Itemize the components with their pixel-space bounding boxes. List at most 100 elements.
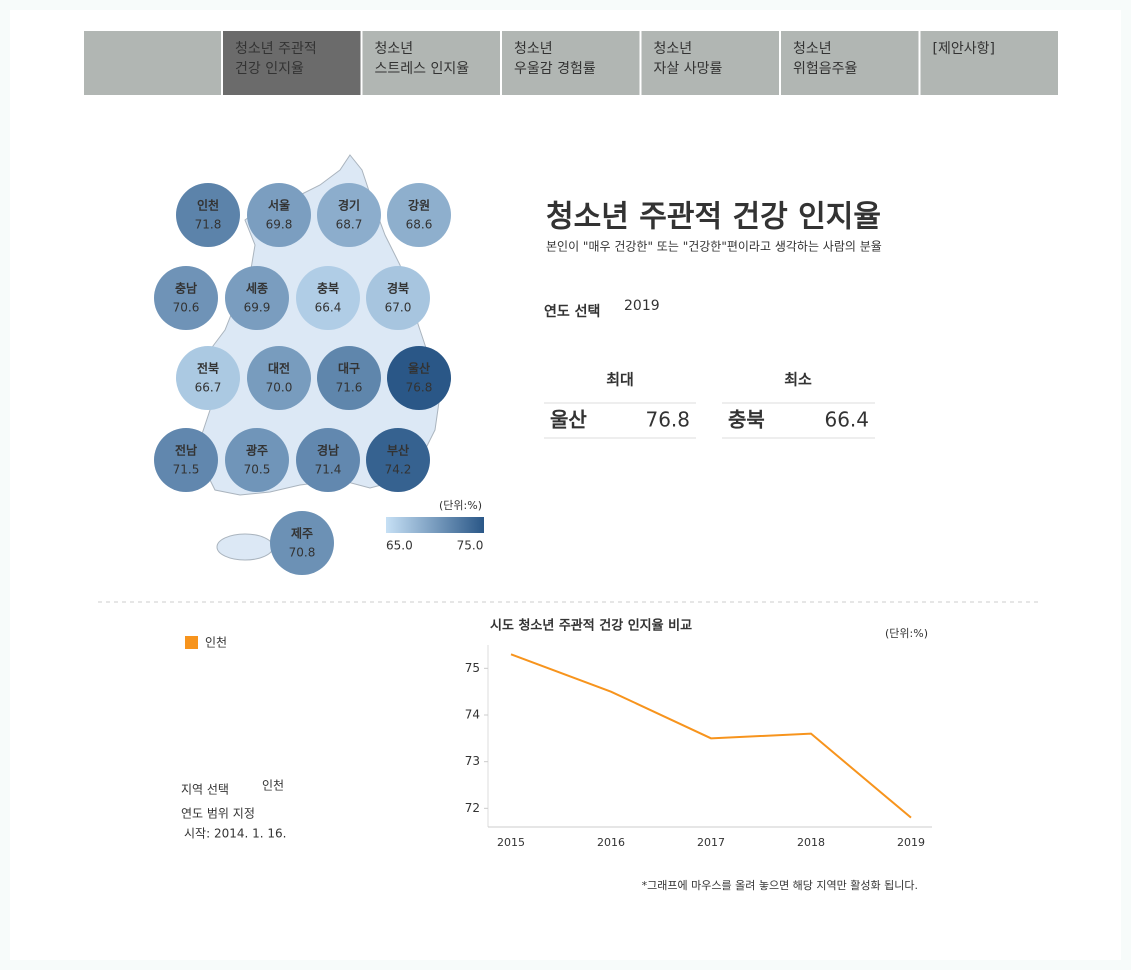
region-value: 69.9 [244,301,271,315]
region-bubble[interactable] [296,428,360,492]
nav-label: 우울감 경험률 [514,61,596,77]
nav-label: 자살 사망률 [654,61,723,77]
series-line [510,653,912,819]
region-bubble[interactable] [387,183,451,247]
region-bubble[interactable] [247,183,311,247]
region-value: 70.5 [244,463,271,477]
nav-label: [제안사항] [933,41,995,57]
region-name: 전북 [197,361,219,376]
region-value: 71.4 [315,463,342,477]
y-tick-label: 74 [465,708,480,722]
region-name: 경북 [387,282,409,296]
region-name: 강원 [408,199,430,213]
region-bubble[interactable] [247,346,311,410]
region-name: 서울 [268,198,290,213]
region-value: 67.0 [385,301,412,315]
region-value: 70.6 [173,301,200,315]
chart-note: *그래프에 마우스를 올려 놓으면 해당 지역만 활성화 됩니다. [642,878,918,892]
chart-unit: (단위:%) [885,627,928,640]
map-unit: (단위:%) [439,499,482,512]
region-bubble[interactable] [366,266,430,330]
nav-tab[interactable] [781,31,919,95]
region-name: 전남 [175,443,197,458]
region-name: 광주 [246,443,268,458]
scale-label: 75.0 [457,539,484,553]
region-bubble[interactable] [387,346,451,410]
nav-label: 청소년 [514,41,553,57]
region-value: 74.2 [385,463,412,477]
region-bubble[interactable] [154,266,218,330]
region-name: 부산 [387,443,409,458]
legend-swatch [185,636,198,649]
region-name: 인천 [197,198,219,213]
x-tick-label: 2017 [697,836,725,849]
nav-label: 청소년 [654,41,693,57]
region-bubble[interactable] [317,183,381,247]
region-bubble[interactable] [270,511,334,575]
year-value[interactable]: 2019 [624,298,660,314]
region-bubble[interactable] [225,428,289,492]
nav-tab[interactable] [502,31,640,95]
region-bubble[interactable] [366,428,430,492]
region-bubble[interactable] [154,428,218,492]
min-value: 66.4 [824,408,869,432]
region-value: 71.8 [195,218,222,232]
region-name: 세종 [246,281,268,296]
region-value: 70.8 [289,546,316,560]
scale-label: 65.0 [386,539,413,553]
x-tick-label: 2019 [897,836,925,849]
region-value: 66.4 [315,301,342,315]
nav-tab[interactable] [920,31,1059,95]
region-name: 경기 [338,198,360,213]
region-value: 70.0 [266,381,293,395]
region-name: 대구 [338,362,360,376]
max-region: 울산 [550,408,587,432]
color-scale [386,517,484,533]
range-start[interactable]: 시작: 2014. 1. 16. [184,827,286,841]
max-heading: 최대 [606,371,634,389]
nav-label: 청소년 [793,41,832,57]
region-value: 76.8 [406,381,433,395]
region-bubble[interactable] [296,266,360,330]
nav-label: 스트레스 인지율 [375,61,470,77]
region-name: 충북 [317,281,339,296]
region-bubble[interactable] [176,183,240,247]
nav-tab[interactable] [223,31,361,95]
range-label: 연도 범위 지정 [181,807,255,821]
y-tick-label: 75 [465,661,480,675]
nav-label: 청소년 [375,41,414,57]
region-bubble[interactable] [317,346,381,410]
nav-tab[interactable] [641,31,780,95]
nav-label: 위험음주율 [793,61,858,77]
region-name: 제주 [291,527,313,541]
y-tick-label: 73 [465,754,480,768]
region-value[interactable]: 인천 [262,778,284,793]
region-name: 충남 [175,281,197,296]
region-bubble[interactable] [225,266,289,330]
chart-title: 시도 청소년 주관적 건강 인지율 비교 [490,618,692,634]
region-name: 경남 [317,443,339,458]
subtitle: 본인이 "매우 건강한" 또는 "건강한"편이라고 생각하는 사람의 분율 [546,240,882,254]
min-heading: 최소 [784,371,812,389]
region-label: 지역 선택 [181,783,229,797]
nav-tab[interactable] [362,31,501,95]
legend-label: 인천 [205,635,227,650]
region-name: 대전 [268,361,290,376]
min-region: 충북 [728,408,765,432]
region-value: 69.8 [266,218,293,232]
max-value: 76.8 [645,408,690,432]
title: 청소년 주관적 건강 인지율 [546,200,881,235]
region-value: 71.5 [173,463,200,477]
region-value: 66.7 [195,381,222,395]
region-value: 68.7 [336,218,363,232]
x-tick-label: 2016 [597,836,625,849]
year-label: 연도 선택 [544,303,600,320]
region-value: 68.6 [406,218,433,232]
region-value: 71.6 [336,381,363,395]
region-bubble[interactable] [176,346,240,410]
y-tick-label: 72 [465,801,480,815]
x-tick-label: 2018 [797,836,825,849]
nav-label: 건강 인지율 [235,61,304,77]
x-tick-label: 2015 [497,836,525,849]
